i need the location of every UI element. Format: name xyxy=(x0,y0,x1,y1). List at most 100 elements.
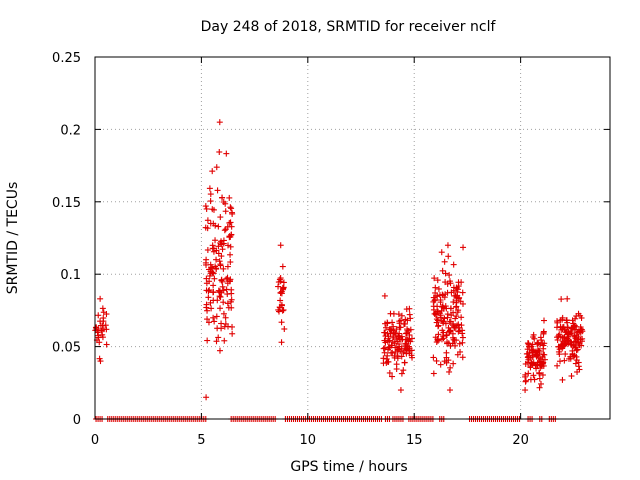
data-point xyxy=(459,339,466,346)
data-point xyxy=(218,194,225,201)
data-point xyxy=(229,210,236,217)
data-point xyxy=(205,294,212,301)
data-point xyxy=(95,312,102,319)
data-point xyxy=(207,191,214,198)
data-point xyxy=(386,326,393,333)
data-point xyxy=(206,185,213,192)
data-point xyxy=(439,303,446,310)
data-point xyxy=(459,354,466,361)
data-point xyxy=(443,331,450,338)
data-point xyxy=(569,325,576,332)
data-point xyxy=(459,289,466,296)
data-point xyxy=(446,318,453,325)
data-point xyxy=(571,333,578,340)
data-point xyxy=(434,277,441,284)
data-point xyxy=(559,334,566,341)
data-point xyxy=(218,238,225,245)
data-point xyxy=(220,287,227,294)
data-point xyxy=(449,334,456,341)
data-point xyxy=(278,290,285,297)
data-point xyxy=(451,292,458,299)
data-point xyxy=(384,358,391,365)
data-point xyxy=(522,377,529,384)
data-point xyxy=(435,323,442,330)
data-point xyxy=(224,300,231,307)
data-point xyxy=(277,275,284,282)
data-point xyxy=(221,227,228,234)
data-point xyxy=(449,322,456,329)
data-point xyxy=(216,288,223,295)
data-point xyxy=(223,150,230,157)
data-point xyxy=(573,357,580,364)
data-point xyxy=(229,330,236,337)
data-point xyxy=(218,277,225,284)
data-point xyxy=(209,242,216,249)
data-point xyxy=(210,297,217,304)
data-point xyxy=(527,363,534,370)
data-point xyxy=(440,318,447,325)
data-point xyxy=(226,233,233,240)
data-point xyxy=(221,337,228,344)
x-tick-label: 10 xyxy=(300,433,317,448)
data-point xyxy=(397,387,404,394)
data-point xyxy=(208,264,215,271)
data-point xyxy=(228,296,235,303)
data-point xyxy=(443,354,450,361)
data-point xyxy=(438,336,445,343)
data-point xyxy=(539,360,546,367)
data-point xyxy=(437,297,444,304)
data-point xyxy=(389,373,396,380)
data-point xyxy=(210,220,217,227)
data-point xyxy=(450,299,457,306)
data-point xyxy=(564,337,571,344)
data-point xyxy=(219,283,226,290)
data-point xyxy=(222,200,229,207)
data-point xyxy=(225,304,232,311)
data-point xyxy=(435,331,442,338)
data-point xyxy=(219,246,226,253)
data-point xyxy=(278,339,285,346)
data-point xyxy=(398,370,405,377)
data-point xyxy=(522,387,529,394)
data-point xyxy=(540,351,547,358)
data-point xyxy=(557,317,564,324)
x-tick-label: 20 xyxy=(512,433,529,448)
data-point xyxy=(275,283,282,290)
data-point xyxy=(395,311,402,318)
data-point xyxy=(575,363,582,370)
data-point xyxy=(440,329,447,336)
data-point xyxy=(227,251,234,258)
data-point xyxy=(541,340,548,347)
data-point xyxy=(218,241,225,248)
data-point xyxy=(215,243,222,250)
y-tick-label: 0.05 xyxy=(52,341,81,356)
data-point xyxy=(95,334,102,341)
data-point xyxy=(577,324,584,331)
data-point xyxy=(435,337,442,344)
data-point xyxy=(216,293,223,300)
data-point xyxy=(202,224,209,231)
data-point xyxy=(203,261,210,268)
data-point xyxy=(446,368,453,375)
data-point xyxy=(530,372,537,379)
data-point xyxy=(400,349,407,356)
data-point xyxy=(204,337,211,344)
data-point xyxy=(405,327,412,334)
data-point xyxy=(445,324,452,331)
data-point xyxy=(409,354,416,361)
data-point xyxy=(446,387,453,394)
data-point xyxy=(526,354,533,361)
data-point xyxy=(224,223,231,230)
data-point xyxy=(430,354,437,361)
plot-frame xyxy=(94,56,611,420)
data-point xyxy=(568,373,575,380)
data-point xyxy=(404,336,411,343)
data-point xyxy=(454,289,461,296)
data-point xyxy=(534,340,541,347)
data-point xyxy=(210,282,217,289)
data-point xyxy=(554,336,561,343)
data-point xyxy=(431,275,438,282)
data-point xyxy=(571,352,578,359)
data-point xyxy=(446,328,453,335)
